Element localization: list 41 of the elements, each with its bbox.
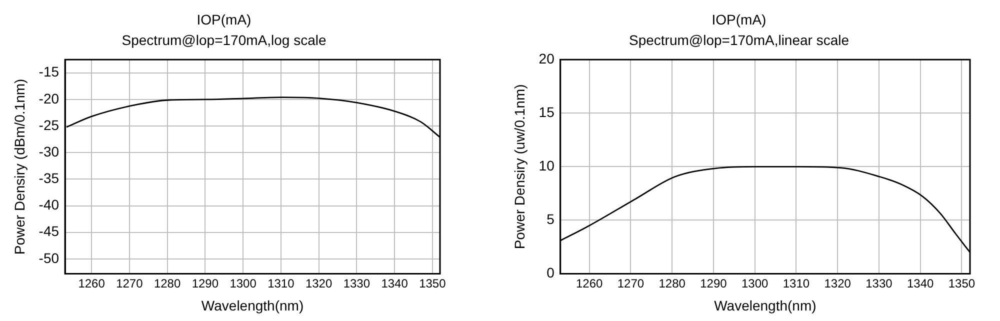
chart-title: IOP(mA) (196, 11, 252, 28)
y-tick-label: 20 (538, 50, 555, 66)
y-tick-label: -45 (38, 223, 60, 240)
x-tick-label: 1330 (866, 276, 893, 290)
y-tick-label: -15 (38, 64, 60, 80)
x-tick-label: 1290 (192, 276, 219, 290)
x-tick-label: 1320 (824, 276, 852, 290)
x-axis-title: Wavelength(nm) (201, 297, 304, 314)
x-tick-label: 1340 (381, 276, 408, 290)
x-tick-label: 1260 (576, 276, 604, 290)
x-tick-label: 1330 (343, 276, 370, 290)
y-tick-label: 15 (538, 104, 555, 120)
x-tick-label: 1310 (268, 276, 295, 290)
y-tick-label: -20 (38, 90, 60, 106)
chart-subtitle: Spectrum@lop=170mA,linear scale (628, 32, 850, 48)
y-tick-label: 0 (546, 264, 555, 281)
x-tick-label: 1310 (782, 276, 810, 290)
x-tick-label: 1350 (419, 276, 446, 290)
x-tick-label: 1350 (948, 276, 976, 290)
x-tick-label: 1300 (741, 276, 769, 290)
x-tick-label: 1280 (154, 276, 181, 290)
chart-subtitle: Spectrum@lop=170mA,log scale (122, 32, 326, 48)
y-tick-label: -25 (38, 116, 60, 133)
x-tick-label: 1260 (78, 276, 106, 290)
y-tick-label: 10 (538, 158, 555, 174)
x-tick-label: 1290 (700, 276, 728, 290)
chart-title: IOP(mA) (712, 11, 766, 28)
y-tick-label: -30 (38, 143, 60, 160)
y-tick-label: -40 (38, 196, 60, 213)
x-tick-label: 1320 (305, 276, 332, 290)
x-tick-label: 1280 (658, 276, 686, 290)
y-tick-label: -35 (38, 170, 60, 186)
y-tick-label: 5 (546, 211, 555, 228)
x-tick-label: 1340 (906, 276, 934, 290)
x-tick-label: 1270 (116, 276, 144, 290)
y-axis-title: Power Densiry (dBm/0.1nm) (11, 78, 28, 255)
x-tick-label: 1270 (617, 276, 644, 290)
x-tick-label: 1300 (230, 276, 257, 290)
x-axis-title: Wavelength(nm) (714, 297, 816, 314)
y-axis-title: Power Densiry (uw/0.1nm) (511, 84, 528, 250)
y-tick-label: -50 (38, 250, 60, 266)
